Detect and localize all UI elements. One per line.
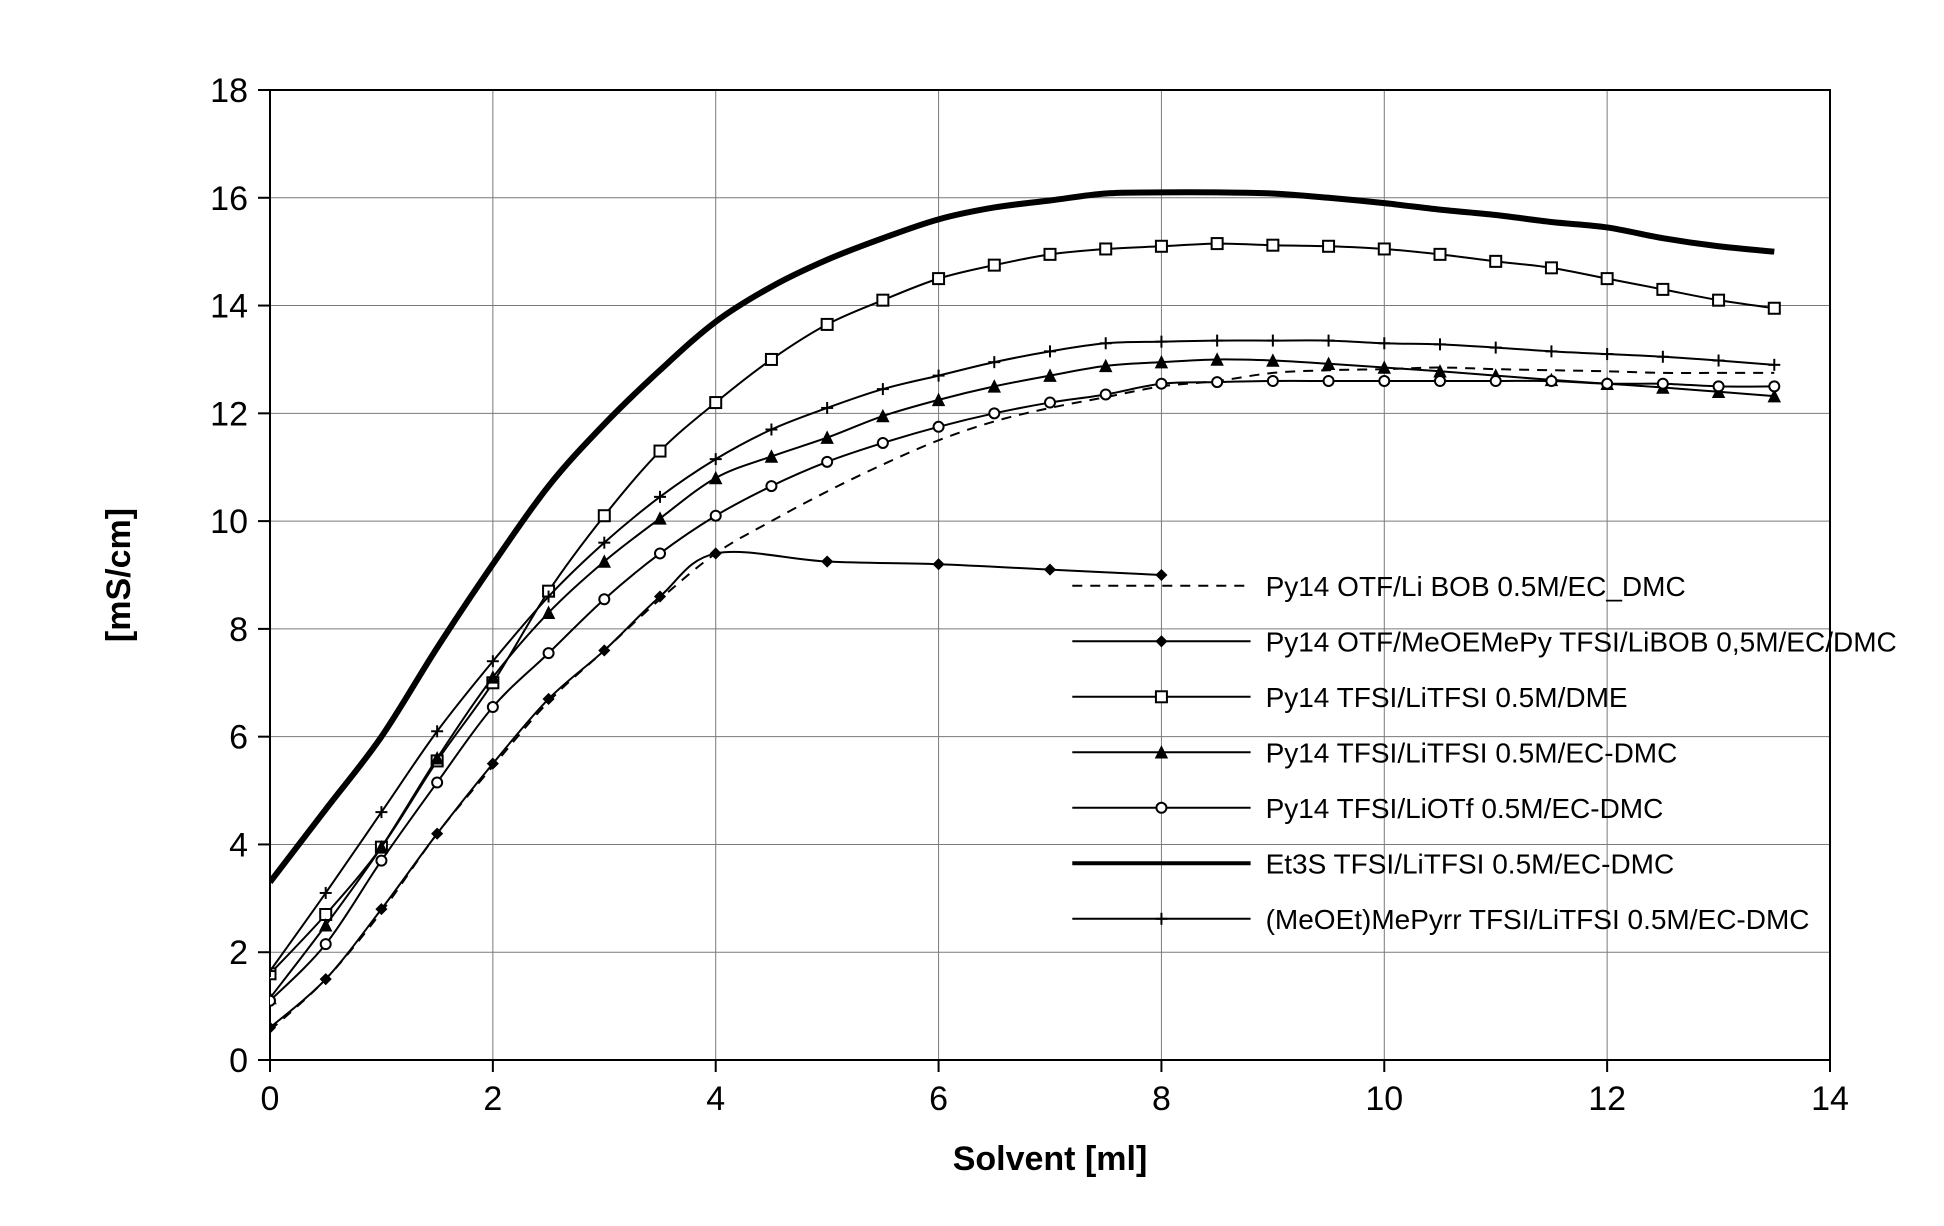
legend-label: Py14 OTF/Li BOB 0.5M/EC_DMC <box>1266 571 1686 602</box>
x-tick-label: 10 <box>1365 1080 1403 1118</box>
x-tick-label: 2 <box>483 1080 502 1118</box>
legend-label: Et3S TFSI/LiTFSI 0.5M/EC-DMC <box>1266 848 1675 879</box>
y-tick-label: 12 <box>210 395 248 433</box>
y-tick-label: 18 <box>210 72 248 110</box>
legend-label: (MeOEt)MePyrr TFSI/LiTFSI 0.5M/EC-DMC <box>1266 904 1810 935</box>
x-tick-label: 6 <box>929 1080 948 1118</box>
legend-label: Py14 TFSI/LiOTf 0.5M/EC-DMC <box>1266 793 1664 824</box>
x-tick-label: 4 <box>706 1080 725 1118</box>
y-tick-label: 0 <box>229 1042 248 1080</box>
legend-label: Py14 TFSI/LiTFSI 0.5M/EC-DMC <box>1266 737 1678 768</box>
x-tick-label: 0 <box>261 1080 280 1118</box>
y-tick-label: 16 <box>210 180 248 218</box>
legend-label: Py14 TFSI/LiTFSI 0.5M/DME <box>1266 682 1628 713</box>
y-tick-label: 6 <box>229 719 248 757</box>
legend-label: Py14 OTF/MeOEMePy TFSI/LiBOB 0,5M/EC/DMC <box>1266 626 1897 657</box>
chart-svg: 0 2 4 6 8 10 12 14 0 2 4 6 8 10 12 14 16 18 Solvent [ml] [m… <box>20 20 1924 1206</box>
y-tick-label: 8 <box>229 611 248 649</box>
y-tick-label: 14 <box>210 288 248 326</box>
conductivity-chart: 0 2 4 6 8 10 12 14 0 2 4 6 8 10 12 14 16 18 Solvent [ml] [m… <box>20 20 1924 1206</box>
y-axis-label: [mS/cm] <box>100 508 138 642</box>
x-tick-label: 14 <box>1811 1080 1849 1118</box>
y-tick-label: 10 <box>210 503 248 541</box>
x-tick-label: 12 <box>1588 1080 1626 1118</box>
y-tick-label: 4 <box>229 826 248 864</box>
y-tick-label: 2 <box>229 934 248 972</box>
x-tick-label: 8 <box>1152 1080 1171 1118</box>
x-axis-label: Solvent [ml] <box>953 1140 1148 1178</box>
